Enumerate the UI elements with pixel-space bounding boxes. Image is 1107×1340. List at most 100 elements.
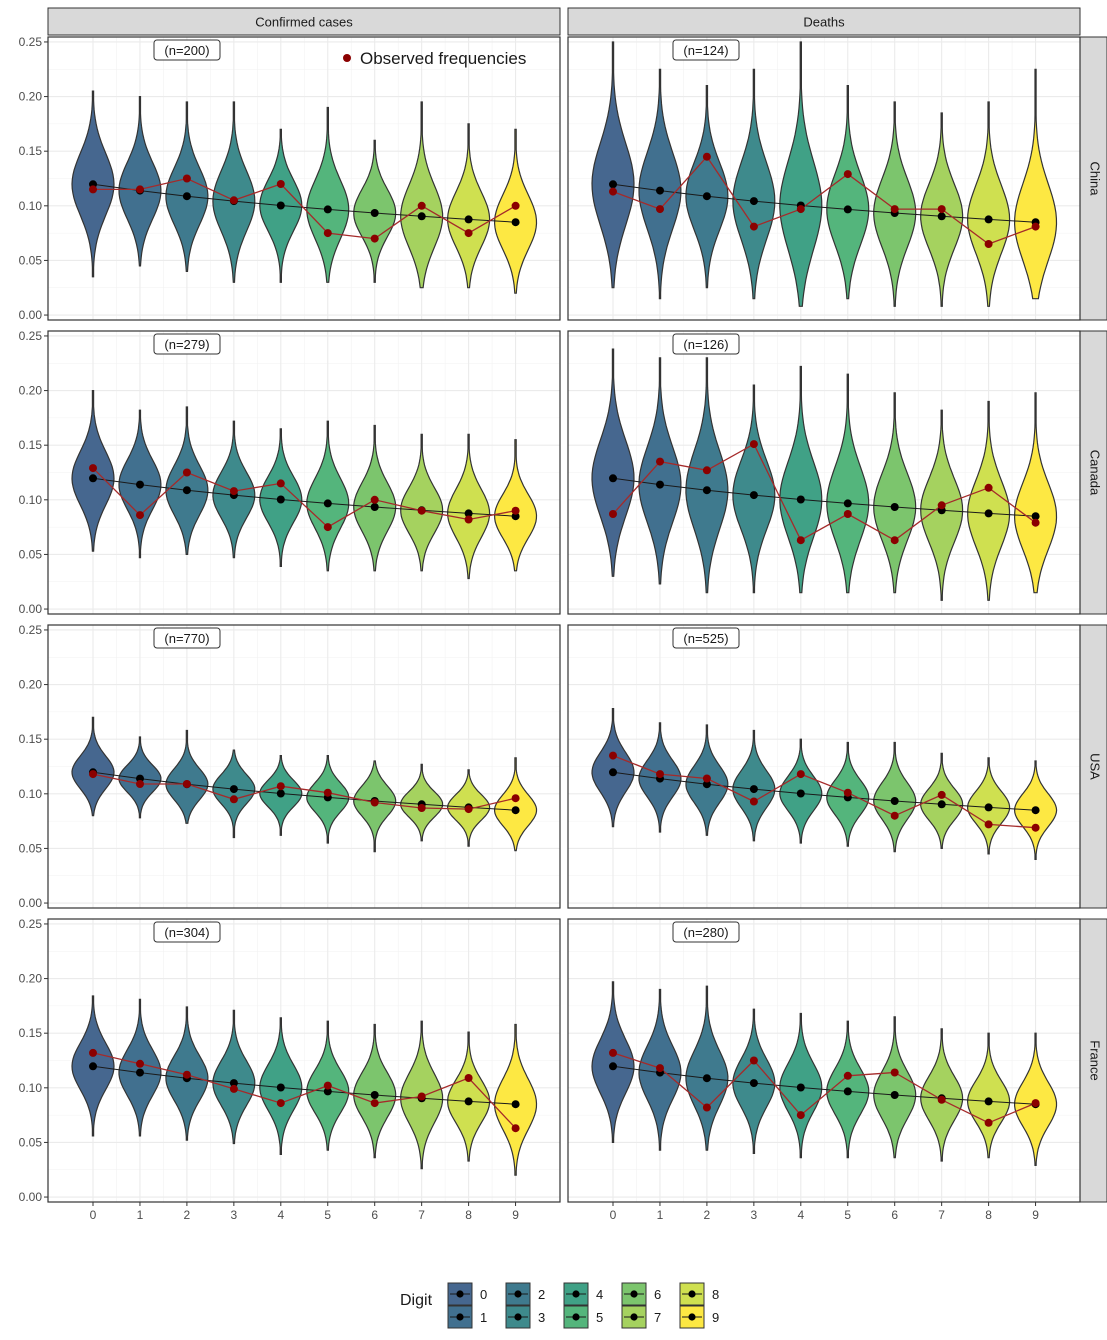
expected-point-4 <box>276 789 285 798</box>
row-strip-0 <box>1079 36 1107 321</box>
x-tick-label: 9 <box>512 1208 519 1222</box>
observed-point-8 <box>464 805 473 814</box>
observed-point-7 <box>417 804 426 812</box>
panel-6: (n=304) 0.00 0.05 0.10 0.15 0.20 0.25 0 1 2 3 4 5 6 7 8… <box>19 917 561 1222</box>
violin-digit-9 <box>1013 68 1058 300</box>
n-label-box <box>153 333 221 355</box>
expected-point-2 <box>702 192 711 201</box>
observed-point-4 <box>796 536 805 545</box>
observed-point-1 <box>136 780 144 788</box>
n-label: (n=279) <box>153 333 221 355</box>
expected-point-9 <box>511 512 520 521</box>
violin-digit-0 <box>71 716 115 817</box>
observed-point-0 <box>609 187 617 196</box>
observed-point-7 <box>937 501 946 510</box>
legend-label-4: 4 <box>596 1287 603 1302</box>
observed-point-1 <box>136 185 144 194</box>
observed-point-7 <box>937 790 946 799</box>
panel-2: (n=279) 0.00 0.05 0.10 0.15 0.20 0.25 <box>19 329 561 616</box>
violin-digit-7 <box>400 433 444 572</box>
expected-point-3 <box>749 1079 758 1088</box>
n-label-box <box>672 39 740 61</box>
observed-point-3 <box>749 440 758 449</box>
x-tick-label: 6 <box>891 1208 898 1222</box>
legend-label-3: 3 <box>538 1310 545 1325</box>
col-strip-label-0: Confirmed cases <box>255 15 353 30</box>
x-tick-label: 0 <box>90 1208 97 1222</box>
observed-line <box>612 155 1036 245</box>
violin-digit-3 <box>212 101 256 283</box>
violin-digit-7 <box>400 101 444 289</box>
observed-point-3 <box>749 222 758 231</box>
row-strip-3 <box>1079 918 1107 1203</box>
observed-point-0 <box>609 1048 617 1057</box>
violin-digit-1 <box>638 68 682 300</box>
n-label-text: (n=304) <box>164 925 209 940</box>
y-tick-label: 0.15 <box>19 144 43 158</box>
expected-point-2 <box>702 1074 711 1083</box>
row-strip-label-0: China <box>1088 162 1103 197</box>
x-tick-label: 6 <box>371 1208 378 1222</box>
violin-digit-9 <box>494 757 538 852</box>
observed-point-6 <box>890 205 899 214</box>
y-tick-label: 0.00 <box>19 1190 43 1204</box>
expected-point-8 <box>984 509 993 518</box>
observed-point-9 <box>1031 1099 1040 1108</box>
violin-digit-4 <box>779 365 823 594</box>
legend-key-dot-9 <box>688 1313 696 1321</box>
expected-point-1 <box>136 480 144 489</box>
x-tick-label: 1 <box>657 1208 664 1222</box>
panel-border <box>47 624 561 909</box>
observed-point-4 <box>276 782 285 791</box>
observed-point-6 <box>890 536 899 545</box>
violin-digit-4 <box>779 41 823 307</box>
violin-digit-2 <box>165 101 209 272</box>
observed-point-0 <box>89 185 97 194</box>
expected-point-3 <box>749 197 758 206</box>
observed-line <box>612 1052 1036 1124</box>
expected-point-5 <box>323 205 332 214</box>
expected-line <box>92 771 516 811</box>
observed-line <box>92 467 516 528</box>
legend-label-6: 6 <box>654 1287 661 1302</box>
row-strip-label-2: USA <box>1088 753 1103 780</box>
expected-point-2 <box>182 192 191 201</box>
observed-point-3 <box>749 1056 758 1065</box>
expected-point-3 <box>229 1079 238 1088</box>
n-label-text: (n=279) <box>164 337 209 352</box>
violin-digit-8 <box>447 1031 491 1162</box>
legend-key-dot-0 <box>456 1290 464 1298</box>
observed-point-5 <box>843 1071 852 1080</box>
n-label: (n=126) <box>672 333 740 355</box>
panel-4: (n=770) 0.00 0.05 0.10 0.15 0.20 0.25 <box>19 623 561 910</box>
expected-point-1 <box>656 186 664 195</box>
expected-point-9 <box>1031 512 1040 521</box>
observed-point-2 <box>182 468 191 477</box>
expected-point-6 <box>370 209 379 217</box>
expected-line <box>92 477 516 517</box>
n-label: (n=525) <box>672 627 740 649</box>
expected-point-4 <box>276 495 285 504</box>
col-strip-1 <box>567 7 1081 36</box>
violin-digit-6 <box>873 392 917 594</box>
expected-point-3 <box>749 785 758 794</box>
observed-point-8 <box>464 515 473 524</box>
expected-point-1 <box>136 1068 144 1077</box>
y-tick-label: 0.10 <box>19 199 43 213</box>
observed-point-6 <box>370 495 379 504</box>
observed-point-2 <box>182 780 191 788</box>
n-label: (n=200) <box>153 39 221 61</box>
observed-point-5 <box>323 788 332 797</box>
n-label: (n=304) <box>153 921 221 943</box>
expected-point-4 <box>796 495 805 504</box>
observed-line <box>612 443 1036 542</box>
x-tick-label: 3 <box>751 1208 758 1222</box>
observed-point-4 <box>796 205 805 214</box>
expected-point-6 <box>370 1091 379 1099</box>
violin-digit-0 <box>591 708 635 828</box>
violin-digit-0 <box>591 41 635 289</box>
legend-label-5: 5 <box>596 1310 603 1325</box>
expected-point-2 <box>702 780 711 789</box>
observed-point-1 <box>136 1059 144 1068</box>
violin-digit-6 <box>873 1016 917 1159</box>
